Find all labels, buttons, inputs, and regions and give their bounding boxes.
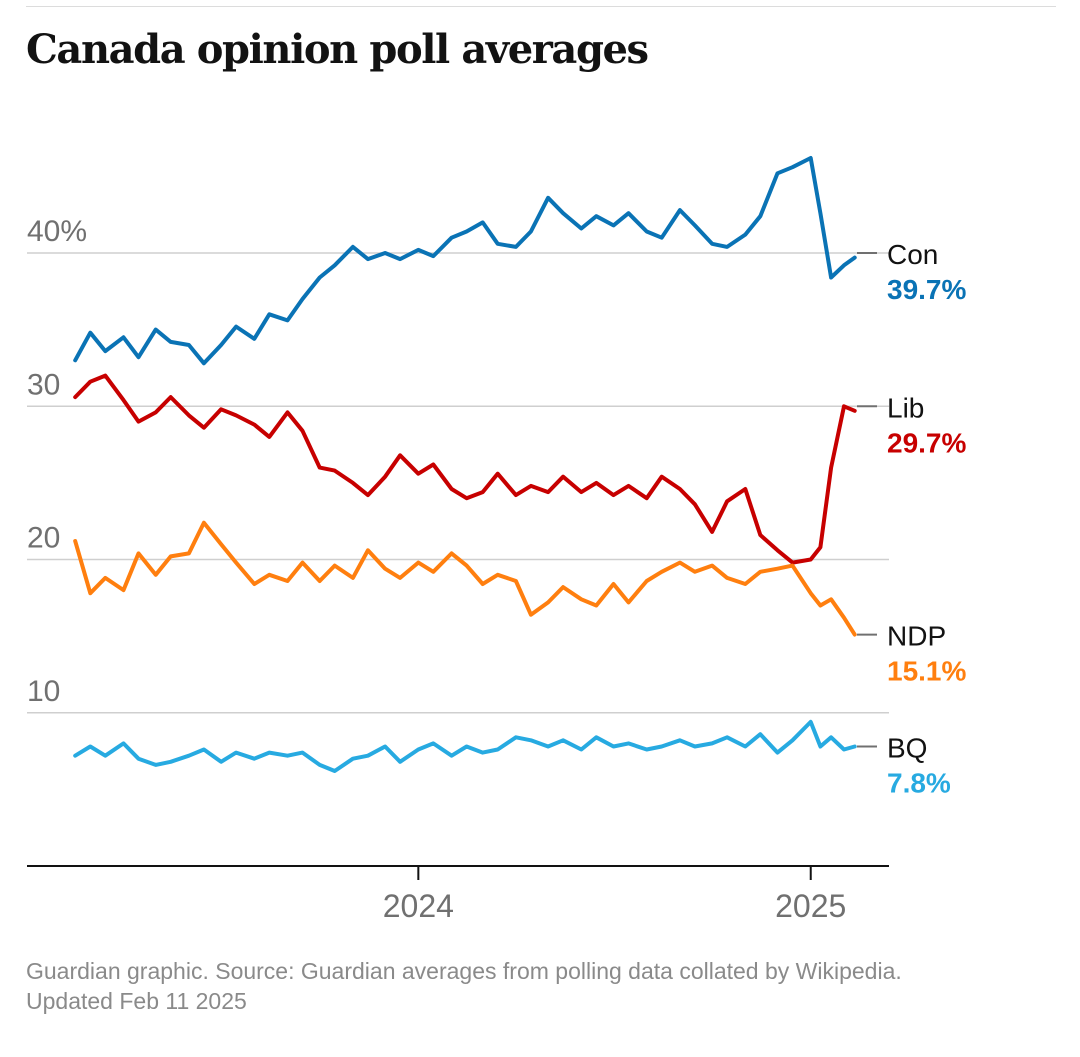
source-note: Guardian graphic. Source: Guardian avera…: [26, 958, 902, 984]
series-line-ndp: [73, 520, 857, 637]
series-value-lib: 29.7%: [887, 427, 966, 458]
series-line-con: [73, 156, 857, 366]
series-line-bq: [73, 719, 857, 773]
series-name-bq: BQ: [887, 732, 927, 763]
series-value-bq: 7.8%: [887, 767, 951, 798]
series-value-ndp: 15.1%: [887, 656, 966, 687]
chart-title: Canada opinion poll averages: [26, 26, 649, 73]
x-axis: 2024 2025: [27, 865, 889, 924]
footer: Guardian graphic. Source: Guardian avera…: [26, 956, 1066, 1016]
series-value-con: 39.7%: [887, 274, 966, 305]
y-tick-label: 20: [27, 522, 60, 555]
series-name-ndp: NDP: [887, 621, 946, 652]
updated-note: Updated Feb 11 2025: [26, 988, 247, 1014]
series-name-lib: Lib: [887, 392, 924, 423]
series-lines: [73, 156, 857, 773]
x-tick-label: 2024: [383, 888, 454, 924]
y-tick-label: 40%: [27, 215, 87, 248]
series-line-lib: [73, 373, 857, 565]
top-rule: [26, 6, 1056, 7]
series-name-con: Con: [887, 239, 938, 270]
y-tick-label: 30: [27, 368, 60, 401]
y-tick-label: 10: [27, 675, 60, 708]
x-tick-label: 2025: [775, 888, 846, 924]
line-chart: 40% 30 20 10 2024 2025 Con 39.7% Lib 29.7% NDP 15…: [27, 156, 966, 924]
gridlines: [27, 252, 889, 714]
end-labels: Con 39.7% Lib 29.7% NDP 15.1% BQ 7.8%: [857, 239, 966, 798]
y-tick-labels: 40% 30 20 10: [27, 215, 87, 708]
